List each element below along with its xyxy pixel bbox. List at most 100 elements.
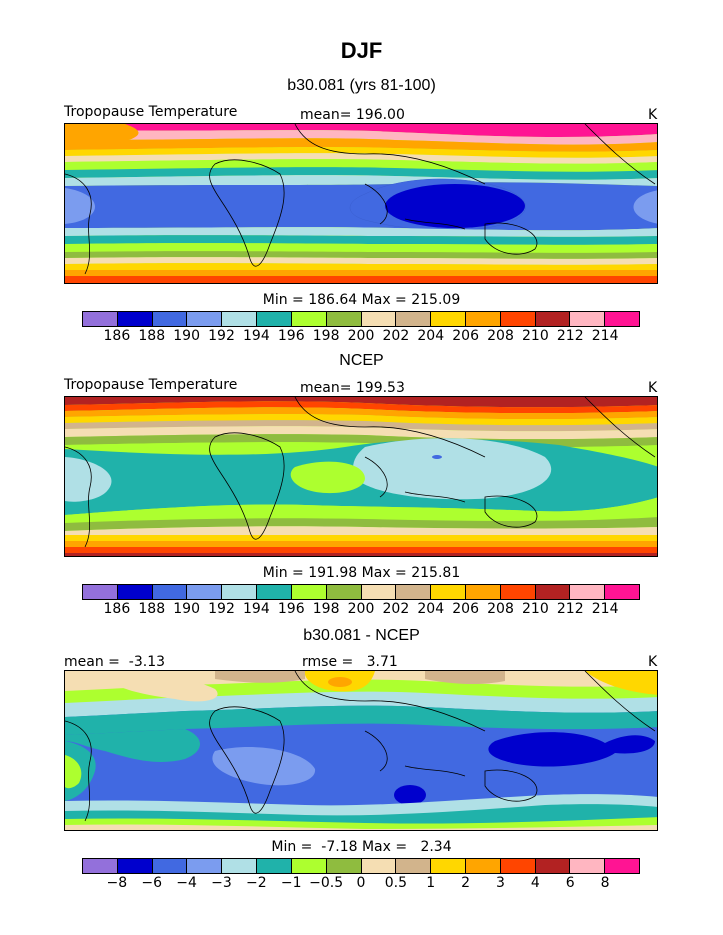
colorbar-tick: 4 (530, 875, 540, 891)
panel1-stats: Min = 186.64 Max = 215.09 (262, 292, 461, 308)
colorbar-swatch (326, 859, 362, 873)
colorbar-tick: 190 (173, 601, 200, 617)
colorbar-tick: 212 (556, 328, 584, 344)
colorbar-swatch (605, 312, 639, 326)
colorbar-swatch (396, 859, 432, 873)
colorbar-swatch (222, 312, 258, 326)
panel3-rmse-label: rmse = 3.71 (302, 654, 398, 670)
colorbar-tick: −3 (211, 875, 232, 891)
colorbar-swatch (500, 859, 536, 873)
panel2-units-label: K (648, 380, 658, 396)
colorbar-swatch (570, 312, 606, 326)
colorbar-swatch (83, 312, 118, 326)
colorbar-swatch (222, 585, 258, 599)
colorbar-tick: 3 (496, 875, 505, 891)
colorbar-swatch (291, 859, 327, 873)
colorbar-tick: 194 (243, 601, 270, 617)
panel2-subtitle: NCEP (339, 352, 384, 369)
colorbar-swatch (535, 859, 571, 873)
panel3-units-label: K (648, 654, 658, 670)
colorbar-swatch (361, 312, 397, 326)
colorbar-swatch (152, 312, 188, 326)
colorbar-tick: 200 (347, 328, 375, 344)
colorbar-swatch (431, 312, 466, 326)
colorbar-tick: 208 (487, 601, 514, 617)
panel2-stats: Min = 191.98 Max = 215.81 (262, 565, 461, 581)
colorbar-tick: 192 (208, 601, 235, 617)
colorbar-tick: 210 (522, 328, 549, 344)
colorbar-tick: 206 (452, 328, 479, 344)
colorbar-swatch (535, 312, 571, 326)
colorbar-tick: 188 (138, 328, 166, 344)
colorbar-swatch (465, 585, 501, 599)
panel3-mean-label: mean = -3.13 (64, 654, 166, 670)
colorbar-tick: −1 (280, 875, 302, 891)
panel1-colorbar (82, 311, 640, 327)
colorbar-swatch (222, 859, 258, 873)
colorbar-swatch (187, 859, 223, 873)
panel2-mean-label: mean= 199.53 (300, 380, 405, 396)
colorbar-tick: 8 (600, 875, 610, 891)
colorbar-swatch (465, 859, 501, 873)
colorbar-tick: −4 (176, 875, 197, 891)
colorbar-tick: 214 (591, 328, 619, 344)
colorbar-tick: 212 (556, 601, 584, 617)
colorbar-tick: 206 (452, 601, 479, 617)
colorbar-tick: 0.5 (384, 875, 408, 891)
colorbar-tick: 192 (208, 328, 235, 344)
colorbar-tick: 198 (312, 601, 340, 617)
colorbar-tick: 188 (138, 601, 166, 617)
colorbar-tick: 204 (417, 601, 445, 617)
colorbar-tick: 196 (277, 601, 305, 617)
colorbar-swatch (500, 585, 536, 599)
colorbar-swatch (291, 585, 327, 599)
panel3-subtitle: b30.081 - NCEP (303, 627, 420, 644)
colorbar-tick: 186 (103, 328, 131, 344)
colorbar-swatch (361, 859, 397, 873)
colorbar-swatch (500, 312, 536, 326)
colorbar-tick: 190 (173, 328, 200, 344)
panel2-colorbar-ticks: 186 188 190 192 194 196 198 200 202 204 … (82, 601, 640, 619)
colorbar-tick: 204 (417, 328, 445, 344)
colorbar-tick: 208 (487, 328, 514, 344)
colorbar-swatch (152, 859, 188, 873)
colorbar-swatch (431, 859, 466, 873)
colorbar-swatch (570, 859, 606, 873)
figure-title: DJF (340, 38, 383, 63)
colorbar-swatch (257, 859, 292, 873)
colorbar-tick: 210 (522, 601, 549, 617)
colorbar-swatch (326, 585, 362, 599)
colorbar-swatch (152, 585, 188, 599)
colorbar-tick: 196 (277, 328, 305, 344)
colorbar-swatch (431, 585, 466, 599)
panel1-subtitle: b30.081 (yrs 81-100) (287, 77, 436, 94)
panel1-map (64, 123, 658, 284)
panel3-colorbar-ticks: −8 −6 −4 −3 −2 −1 −0.5 0 0.5 1 2 3 4 6 8 (82, 875, 640, 893)
colorbar-swatch (605, 859, 639, 873)
colorbar-swatch (361, 585, 397, 599)
colorbar-tick: −6 (141, 875, 163, 891)
panel1-variable-label: Tropopause Temperature (64, 104, 238, 120)
panel3-stats: Min = -7.18 Max = 2.34 (271, 839, 452, 855)
colorbar-swatch (187, 312, 223, 326)
colorbar-swatch (257, 312, 292, 326)
colorbar-tick: 214 (591, 601, 619, 617)
colorbar-tick: 6 (565, 875, 575, 891)
colorbar-swatch (326, 312, 362, 326)
panel3-colorbar (82, 858, 640, 874)
colorbar-tick: 2 (461, 875, 471, 891)
colorbar-tick: −2 (246, 875, 267, 891)
colorbar-tick: 200 (347, 601, 375, 617)
colorbar-tick: 202 (382, 601, 410, 617)
panel1-mean-label: mean= 196.00 (300, 107, 405, 123)
colorbar-tick: 198 (312, 328, 340, 344)
colorbar-swatch (291, 312, 327, 326)
colorbar-tick: 0 (356, 875, 366, 891)
colorbar-swatch (117, 585, 153, 599)
colorbar-swatch (83, 859, 118, 873)
colorbar-tick: 194 (243, 328, 270, 344)
colorbar-tick: −0.5 (309, 875, 344, 891)
colorbar-tick: −8 (106, 875, 128, 891)
colorbar-swatch (257, 585, 292, 599)
colorbar-swatch (117, 859, 153, 873)
